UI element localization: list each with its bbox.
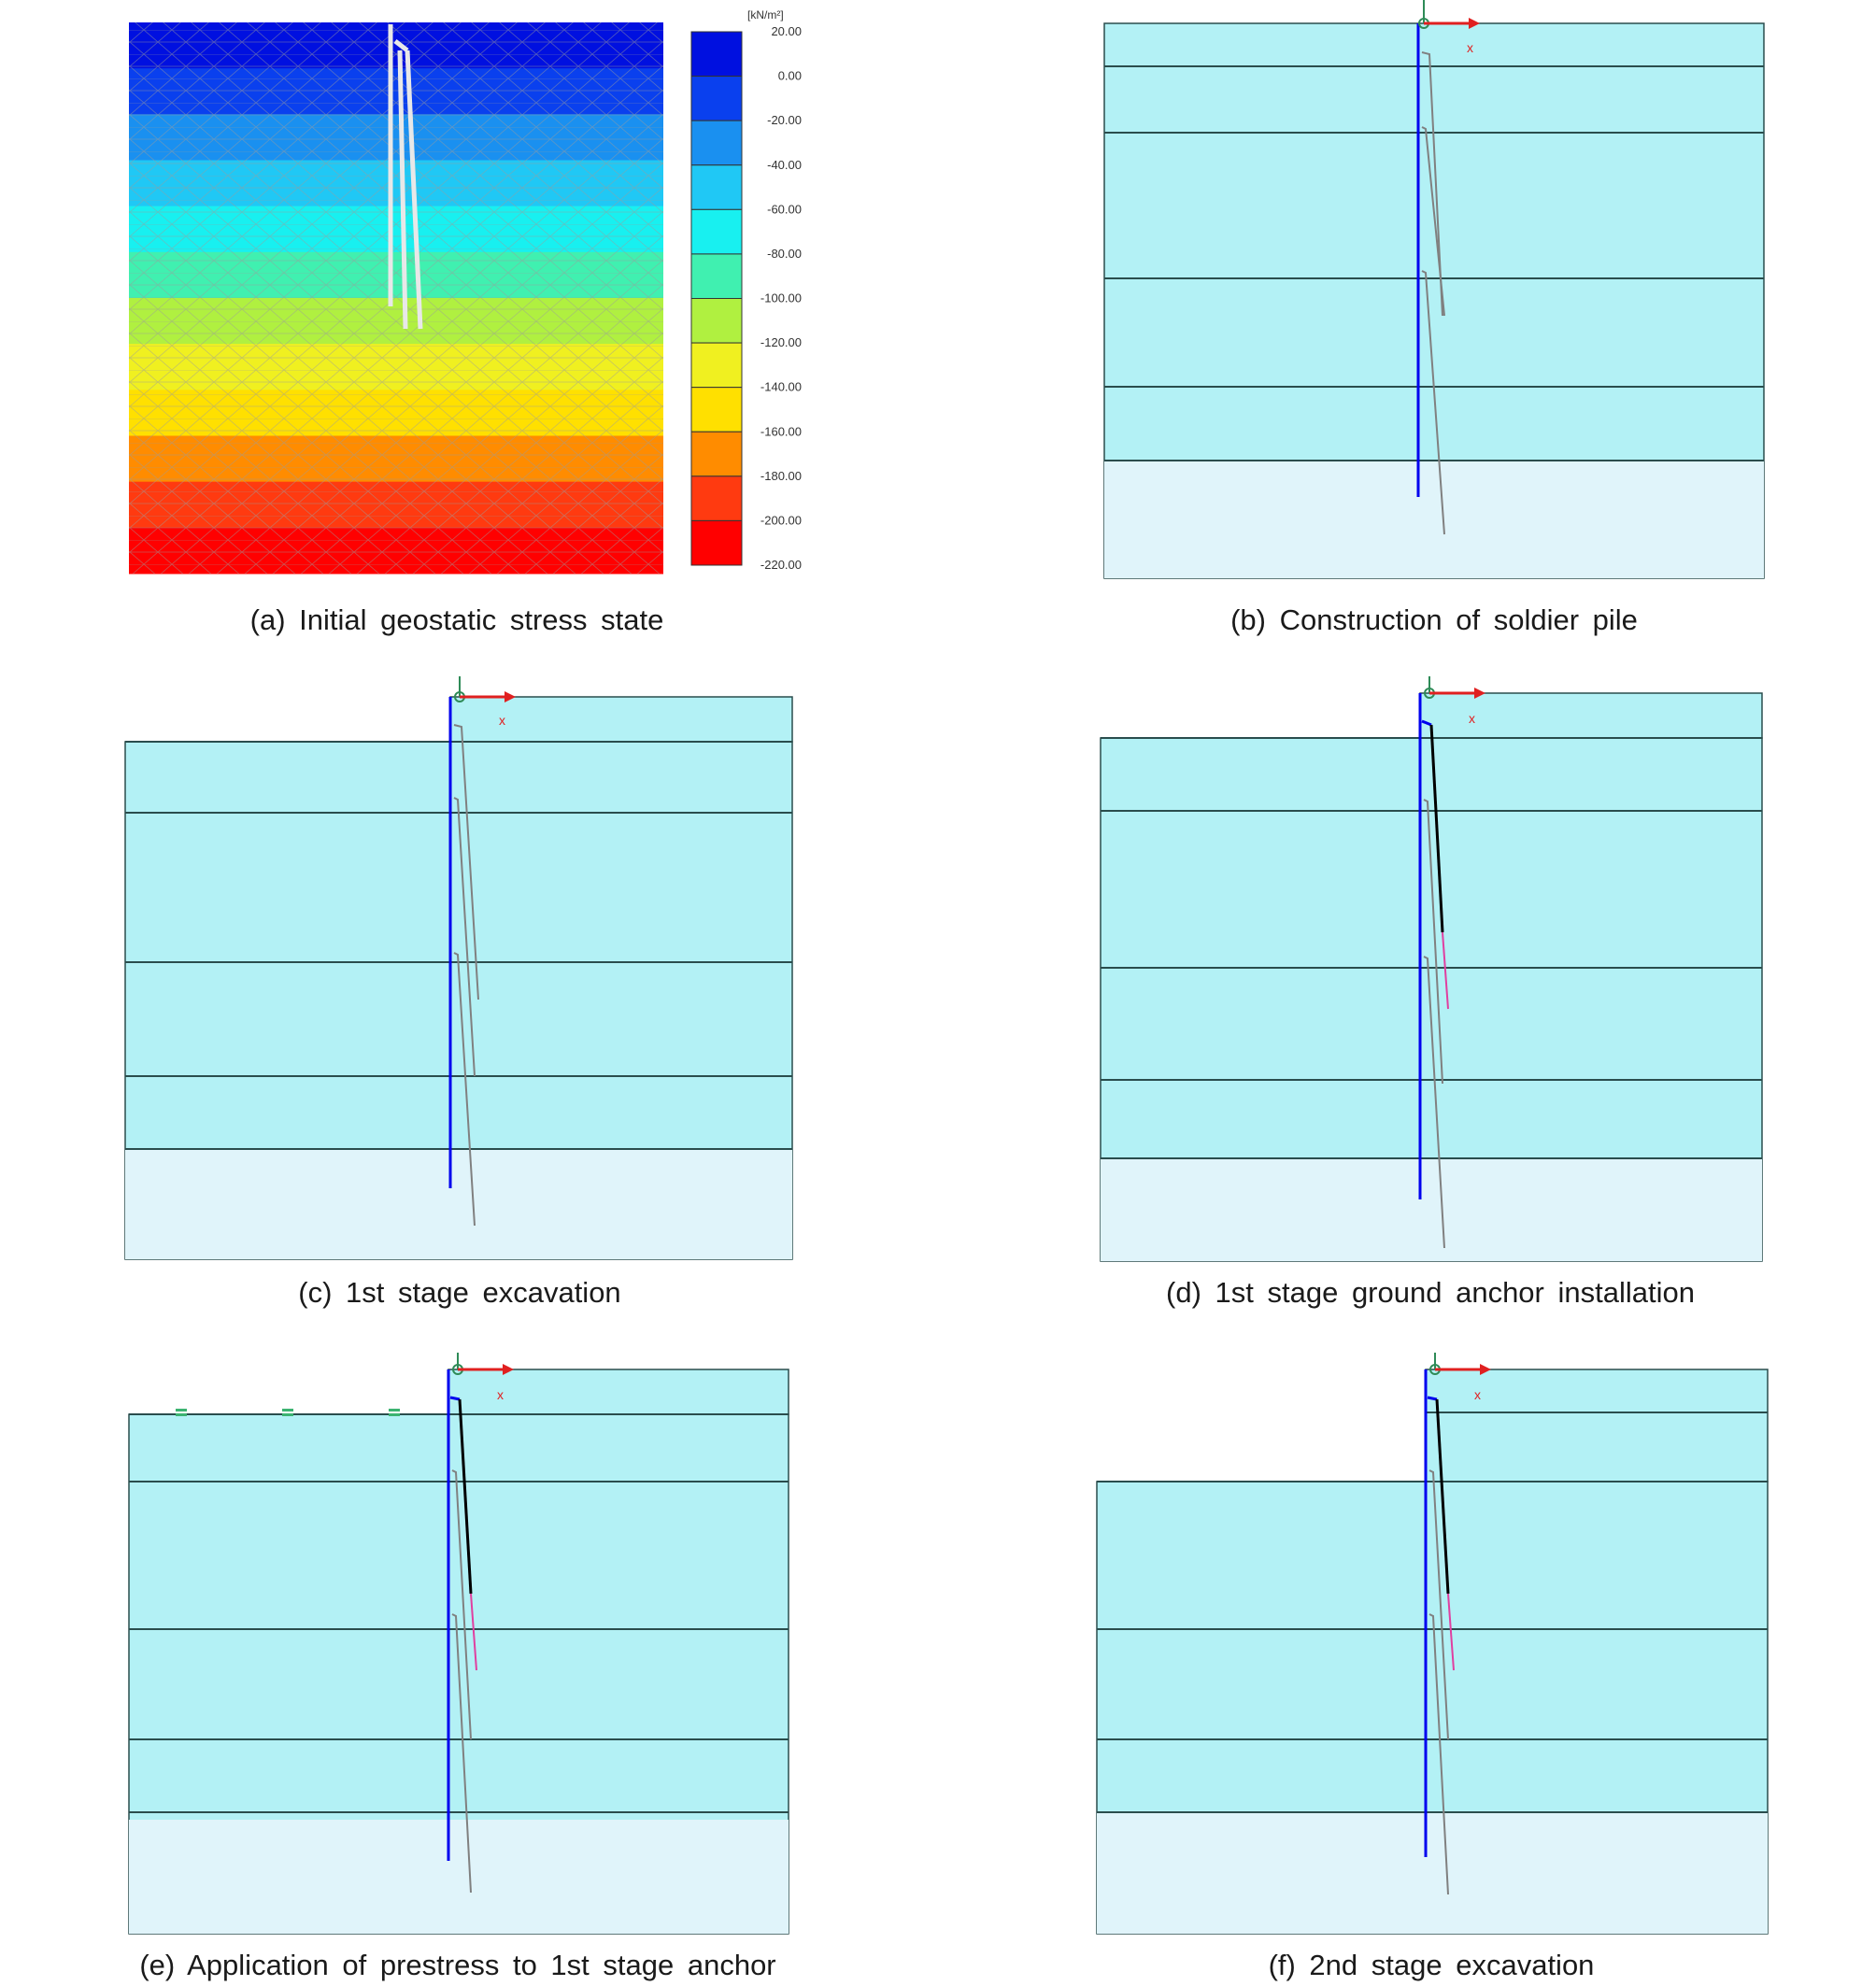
anchor-bond-length	[470, 1593, 477, 1671]
bottom-layer	[1104, 461, 1764, 578]
legend-swatch	[690, 342, 743, 389]
legend-swatch	[690, 387, 743, 433]
anchors	[451, 1398, 477, 1894]
legend-color-boxes	[690, 31, 743, 566]
model-view-e: x	[128, 1353, 789, 1935]
legend-swatch	[690, 519, 743, 566]
caption-e: (e) Application of prestress to 1st stag…	[139, 1949, 776, 1981]
legend-swatch	[690, 431, 743, 477]
legend-tick-label: 20.00	[771, 24, 802, 38]
anchor-free-length	[1429, 724, 1444, 933]
model-view-c: x	[124, 676, 793, 1260]
axis-marker: x	[1429, 1353, 1491, 1402]
legend-tick-labels: 20.00 0.00 -20.00 -40.00 -60.00 -80.00 -100.00…	[760, 24, 802, 572]
legend-swatch	[690, 253, 743, 299]
retained-soil	[1425, 1369, 1769, 1482]
legend-swatch	[690, 208, 743, 255]
layer-boundaries	[129, 1413, 789, 1813]
legend-tick-label: -60.00	[767, 202, 802, 216]
model-view-b: x	[1103, 0, 1765, 579]
caption-f: (f) 2nd stage excavation	[1268, 1949, 1595, 1981]
legend-tick-label: -20.00	[767, 113, 802, 127]
bottom-layer	[1097, 1812, 1768, 1934]
bottom-layer	[125, 1149, 792, 1259]
wale	[449, 1396, 461, 1401]
legend-tick-label: -220.00	[760, 558, 802, 572]
axis-marker: x	[1418, 0, 1480, 55]
panel-e: x	[127, 1353, 800, 1941]
caption-d: (d) 1st stage ground anchor installation	[1166, 1276, 1695, 1309]
panel-b: x	[1102, 0, 1775, 589]
legend-swatch	[690, 164, 743, 210]
legend-tick-label: 0.00	[778, 69, 802, 83]
bottom-layer	[1101, 1158, 1762, 1261]
pile-and-anchor-outline	[388, 24, 423, 330]
mesh-overlay	[129, 22, 663, 574]
anchors	[1423, 724, 1449, 1249]
axis-label: x	[1467, 40, 1473, 55]
axis-marker: x	[454, 676, 516, 728]
legend-tick-label: -180.00	[760, 469, 802, 483]
anchor-bond-length	[1447, 1593, 1455, 1671]
model-view-d: x	[1100, 676, 1763, 1262]
wale	[1427, 1396, 1438, 1401]
wale	[1421, 719, 1432, 727]
legend-tick-label: -100.00	[760, 291, 802, 305]
legend-tick-label: -160.00	[760, 424, 802, 438]
axis-label: x	[497, 1387, 504, 1402]
panel-f: x	[1095, 1353, 1777, 1941]
axis-label: x	[1474, 1387, 1481, 1402]
panel-d: x	[1099, 676, 1771, 1265]
axis-marker: x	[1424, 676, 1485, 726]
legend-tick-label: -80.00	[767, 247, 802, 261]
retained-soil	[449, 696, 793, 743]
legend-tick-label: -40.00	[767, 158, 802, 172]
anchor-free-length	[458, 1398, 473, 1595]
anchors	[1421, 51, 1445, 535]
retained-soil	[1419, 692, 1763, 739]
surface-load-markers	[176, 1409, 400, 1416]
anchors	[1428, 1398, 1455, 1895]
legend-swatch	[690, 76, 743, 121]
caption-c: (c) 1st stage excavation	[298, 1276, 621, 1309]
legend-tick-label: -120.00	[760, 335, 802, 349]
bottom-layer	[129, 1820, 789, 1934]
anchor-free-length	[1435, 1398, 1450, 1595]
legend-swatch	[690, 120, 743, 166]
anchors	[453, 724, 479, 1227]
caption-a: (a) Initial geostatic stress state	[249, 603, 664, 636]
anchor-bond-length	[1442, 931, 1449, 1010]
legend-tick-label: -200.00	[760, 513, 802, 527]
legend-swatch	[690, 298, 743, 344]
legend-swatch	[690, 31, 743, 78]
stress-contour-plot: [kN/m²] 20.00 0.00 -20.00 -40.00 -60.00 -80.0…	[129, 8, 802, 575]
layer-boundaries	[1101, 737, 1762, 1159]
axis-label: x	[499, 713, 505, 728]
panel-c: x	[123, 676, 805, 1265]
legend-unit: [kN/m²]	[747, 8, 784, 21]
axis-label: x	[1469, 711, 1475, 726]
legend-tick-label: -140.00	[760, 380, 802, 394]
model-view-f: x	[1096, 1353, 1769, 1935]
legend-swatch	[690, 475, 743, 521]
axis-marker: x	[452, 1353, 514, 1402]
layer-boundaries	[1097, 1411, 1768, 1813]
panel-a: [kN/m²] 20.00 0.00 -20.00 -40.00 -60.00 -80.0…	[116, 6, 807, 585]
caption-b: (b) Construction of soldier pile	[1230, 603, 1638, 636]
